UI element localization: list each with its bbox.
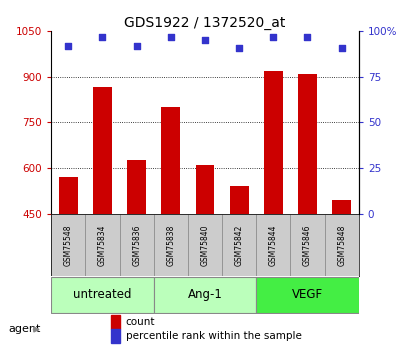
Text: percentile rank within the sample: percentile rank within the sample — [126, 332, 301, 342]
Bar — [119, 214, 153, 276]
Bar — [256, 277, 358, 313]
Point — [65, 43, 72, 48]
Point — [201, 37, 208, 43]
Text: GSM75836: GSM75836 — [132, 224, 141, 266]
Point — [133, 43, 139, 48]
Point — [270, 34, 276, 39]
Bar — [153, 214, 187, 276]
Text: VEGF: VEGF — [291, 288, 322, 302]
Bar — [331, 200, 350, 214]
Bar — [110, 329, 119, 344]
Bar — [187, 214, 222, 276]
Text: GSM75548: GSM75548 — [64, 224, 73, 266]
Bar — [229, 186, 248, 214]
Point — [235, 45, 242, 50]
Point — [303, 34, 310, 39]
Bar — [110, 315, 119, 329]
Bar — [93, 87, 112, 214]
Bar — [153, 277, 256, 313]
Bar — [263, 71, 282, 214]
Text: GSM75834: GSM75834 — [98, 224, 107, 266]
Bar — [195, 165, 214, 214]
Bar — [222, 214, 256, 276]
Text: GSM75840: GSM75840 — [200, 224, 209, 266]
Bar — [297, 74, 316, 214]
Title: GDS1922 / 1372520_at: GDS1922 / 1372520_at — [124, 16, 285, 30]
Text: GSM75846: GSM75846 — [302, 224, 311, 266]
Bar — [324, 214, 358, 276]
Text: GSM75842: GSM75842 — [234, 224, 243, 266]
Bar — [161, 107, 180, 214]
Bar — [85, 214, 119, 276]
Bar — [51, 277, 153, 313]
Text: count: count — [126, 317, 155, 327]
Bar — [256, 214, 290, 276]
Text: GSM75838: GSM75838 — [166, 224, 175, 266]
Point — [337, 45, 344, 50]
Text: GSM75848: GSM75848 — [336, 224, 345, 266]
Bar — [127, 160, 146, 214]
Text: GSM75844: GSM75844 — [268, 224, 277, 266]
Bar — [51, 214, 85, 276]
Text: Ang-1: Ang-1 — [187, 288, 222, 302]
Point — [99, 34, 106, 39]
Point — [167, 34, 174, 39]
Text: agent: agent — [8, 325, 40, 334]
Bar — [59, 177, 78, 214]
Text: untreated: untreated — [73, 288, 131, 302]
Bar — [290, 214, 324, 276]
